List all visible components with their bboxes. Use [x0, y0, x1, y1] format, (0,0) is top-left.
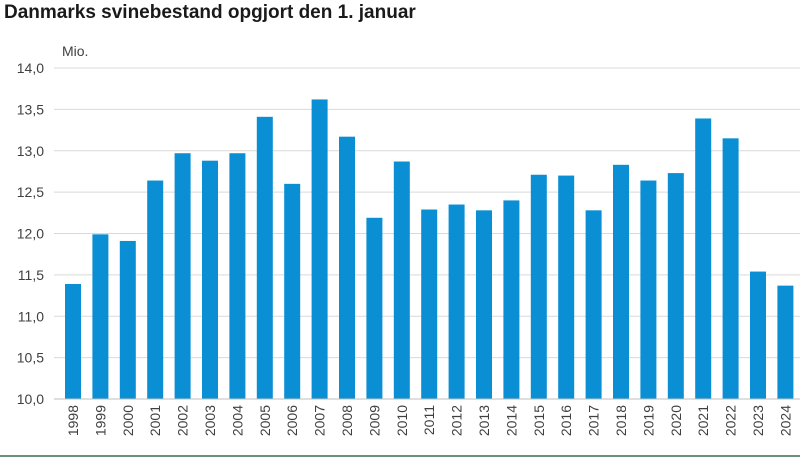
bar-2017 [585, 210, 602, 399]
x-tick-label: 2013 [476, 405, 492, 436]
x-tick-label: 2018 [613, 405, 629, 436]
bar-2022 [722, 138, 739, 399]
chart-title: Danmarks svinebestand opgjort den 1. jan… [4, 2, 416, 23]
x-tick-label: 2002 [175, 405, 191, 436]
bar-2003 [202, 160, 218, 399]
x-tick-label: 2019 [640, 405, 656, 436]
x-tick-label: 2001 [147, 405, 163, 436]
bar-2023 [750, 271, 766, 399]
bar-2011 [421, 209, 438, 399]
y-tick-label: 11,5 [18, 267, 44, 283]
x-tick-label: 2006 [284, 405, 300, 436]
x-tick-label: 2004 [229, 405, 245, 436]
bar-2000 [119, 240, 136, 399]
bar-2001 [147, 180, 164, 399]
x-tick-label: 2000 [120, 405, 136, 436]
y-axis-unit-label: Mio. [62, 43, 88, 59]
bar-2021 [695, 118, 712, 399]
y-axis-ticks: 10,0 10,5 11,0 11,5 12,0 12,5 13,0 13,5 14,0 [17, 60, 44, 407]
x-tick-label: 1998 [65, 405, 81, 436]
y-tick-label: 11,0 [18, 308, 44, 324]
bar-1998 [65, 283, 81, 399]
y-tick-label: 13,5 [17, 101, 44, 117]
bar-2004 [229, 153, 246, 399]
x-tick-label: 2024 [777, 405, 793, 436]
bar-2019 [640, 180, 657, 399]
bar-2018 [613, 164, 629, 399]
bar-2007 [311, 99, 328, 399]
bar-2015 [530, 174, 547, 399]
x-tick-label: 2003 [202, 405, 218, 436]
bar-2005 [256, 116, 273, 399]
x-tick-label: 2014 [503, 405, 519, 436]
x-tick-label: 2007 [312, 405, 328, 436]
x-tick-label: 2020 [668, 405, 684, 436]
y-tick-label: 12,0 [17, 226, 44, 242]
bar-2012 [448, 204, 465, 399]
bar-2002 [174, 153, 191, 399]
x-tick-label: 2008 [339, 405, 355, 436]
x-tick-label: 2015 [531, 405, 547, 436]
bar-2013 [476, 210, 492, 399]
x-tick-label: 2017 [586, 405, 602, 436]
bar-2016 [558, 175, 575, 399]
bar-2008 [339, 136, 355, 399]
y-tick-label: 12,5 [17, 184, 44, 200]
bar-1999 [92, 234, 109, 399]
bar-2010 [393, 161, 410, 399]
bar-2006 [284, 183, 301, 399]
x-tick-label: 2021 [695, 405, 711, 436]
x-tick-label: 2012 [449, 405, 465, 436]
y-tick-label: 14,0 [17, 60, 44, 76]
bar-2009 [366, 217, 383, 399]
bars [65, 99, 794, 399]
y-tick-label: 10,5 [17, 350, 44, 366]
x-tick-label: 2005 [257, 405, 273, 436]
y-tick-label: 10,0 [17, 391, 44, 407]
x-tick-label: 2009 [366, 405, 382, 436]
x-tick-label: 2022 [723, 405, 739, 436]
bar-2014 [503, 200, 520, 399]
y-tick-label: 13,0 [17, 143, 44, 159]
x-tick-label: 2016 [558, 405, 574, 436]
bar-2020 [667, 173, 684, 399]
bar-2024 [777, 285, 794, 399]
x-tick-label: 2023 [750, 405, 766, 436]
x-axis-ticks: 1998 1999 2000 2001 2002 2003 2004 2005 2006 2007… [65, 405, 793, 436]
x-tick-label: 1999 [92, 405, 108, 436]
x-tick-label: 2010 [394, 405, 410, 436]
x-tick-label: 2011 [421, 405, 437, 435]
